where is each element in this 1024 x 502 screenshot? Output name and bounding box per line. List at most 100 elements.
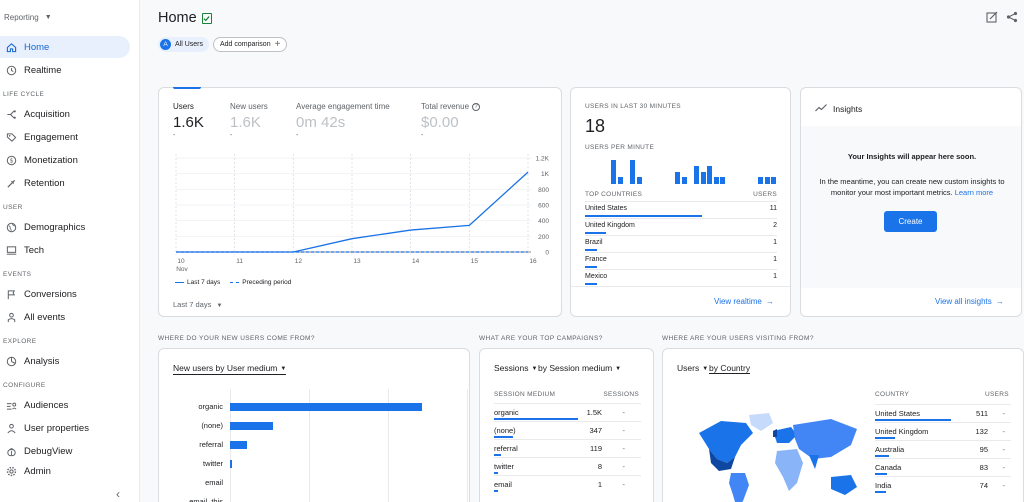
user-properties-icon: [5, 422, 17, 434]
sessions-dropdown[interactable]: Sessions ▼: [494, 363, 537, 373]
help-icon[interactable]: ?: [472, 103, 481, 111]
country-name: United Kingdom: [875, 427, 929, 436]
avatar: A: [160, 39, 171, 50]
table-row[interactable]: India 74 -: [875, 476, 1011, 494]
table-row[interactable]: twitter 8 -: [494, 457, 641, 475]
table-row[interactable]: United States 511 -: [875, 404, 1011, 422]
share-icon[interactable]: [1006, 11, 1018, 26]
table-row[interactable]: United Kingdom 132 -: [875, 422, 1011, 440]
table-row[interactable]: email 1 -: [494, 475, 641, 493]
users-dropdown[interactable]: Users ▼: [677, 363, 708, 373]
table-row[interactable]: United States 11: [585, 201, 777, 218]
dropdown-label: Sessions: [494, 363, 529, 373]
sidebar-item-label: Tech: [24, 244, 45, 256]
country-users: 11: [769, 205, 777, 212]
minute-bar: [719, 177, 726, 184]
bar[interactable]: [230, 422, 274, 430]
view-all-insights-link[interactable]: View all insights →: [935, 297, 1004, 306]
bar[interactable]: [230, 460, 232, 468]
table-row[interactable]: Australia 95 -: [875, 440, 1011, 458]
sidebar-item-label: Analysis: [24, 355, 60, 367]
country-users: 1: [773, 239, 777, 246]
sidebar-item-tech[interactable]: Tech: [0, 239, 130, 261]
realtime-title: USERS IN LAST 30 MINUTES: [585, 103, 681, 110]
page-title-text: Home: [158, 10, 197, 26]
table-row[interactable]: referral 119 -: [494, 439, 641, 457]
minute-bar: [700, 172, 706, 184]
date-range-dropdown[interactable]: Last 7 days ▼: [173, 300, 222, 309]
sidebar-item-debugview[interactable]: DebugView: [0, 440, 130, 462]
customize-report-icon[interactable]: [986, 11, 998, 26]
realtime-count: 18: [585, 116, 606, 136]
all-users-chip[interactable]: A All Users: [158, 37, 210, 52]
property-selector[interactable]: Reporting ▼: [4, 13, 52, 22]
collapse-sidebar-button[interactable]: ‹: [116, 487, 120, 501]
sidebar-item-user-properties[interactable]: User properties: [0, 417, 130, 439]
bar-label: email_this: [189, 497, 223, 502]
row-bar: [585, 283, 597, 285]
table-row[interactable]: Mexico 1: [585, 269, 777, 286]
sidebar-item-demographics[interactable]: Demographics: [0, 216, 130, 238]
row-bar: [585, 232, 607, 234]
delta: -: [1002, 445, 1006, 454]
country-users: 1: [773, 273, 777, 280]
create-insight-button[interactable]: Create: [884, 211, 937, 232]
delta: -: [1002, 427, 1006, 436]
y-tick-label: 1K: [541, 171, 550, 178]
country-dropdown[interactable]: by Country: [709, 363, 751, 374]
table-row[interactable]: United Kingdom 2: [585, 218, 777, 235]
country-users: 132: [975, 427, 988, 436]
metric-delta: -: [230, 132, 233, 139]
metric-total-revenue[interactable]: Total revenue? $0.00 -: [421, 102, 481, 139]
metric-users[interactable]: Users 1.6K -: [173, 102, 204, 139]
sidebar-item-engagement[interactable]: Engagement: [0, 126, 130, 148]
countries-card: Users ▼ by Country COUNTRY USERS United S…: [662, 348, 1024, 502]
add-comparison-button[interactable]: Add comparison +: [213, 37, 288, 52]
sidebar-item-monetization[interactable]: $ Monetization: [0, 149, 130, 171]
metric-delta: -: [296, 132, 299, 139]
sidebar-item-label: Demographics: [24, 221, 86, 233]
col-users: USERS: [753, 191, 777, 198]
bar[interactable]: [230, 403, 422, 411]
realtime-card: USERS IN LAST 30 MINUTES 18 USERS PER MI…: [570, 87, 791, 317]
dropdown-label: by Session medium: [538, 363, 613, 373]
sidebar-item-analysis[interactable]: Analysis: [0, 350, 130, 372]
sidebar-item-admin[interactable]: Admin: [0, 460, 130, 482]
map-asia: [793, 419, 857, 459]
metric-new-users[interactable]: New users 1.6K -: [230, 102, 268, 139]
realtime-table-header: TOP COUNTRIES USERS: [585, 191, 777, 198]
sidebar-item-all-events[interactable]: All events: [0, 306, 130, 328]
country-name: France: [585, 256, 607, 263]
table-row[interactable]: Brazil 1: [585, 235, 777, 252]
metric-engagement-time[interactable]: Average engagement time 0m 42s -: [296, 102, 390, 139]
sidebar-item-audiences[interactable]: Audiences: [0, 394, 130, 416]
learn-more-link[interactable]: Learn more: [954, 188, 994, 197]
sidebar-item-acquisition[interactable]: Acquisition: [0, 103, 130, 125]
bar-label: (none): [201, 421, 223, 430]
bar-label: twitter: [202, 459, 223, 468]
sidebar-item-label: User properties: [24, 422, 89, 434]
events-icon: [5, 311, 17, 323]
check-icon[interactable]: [201, 12, 212, 24]
caret-down-icon: ▼: [216, 303, 223, 309]
table-row[interactable]: France 1: [585, 252, 777, 269]
row-bar: [875, 437, 895, 439]
sidebar-item-home[interactable]: Home: [0, 36, 130, 58]
sidebar-item-realtime[interactable]: Realtime: [0, 59, 130, 81]
sidebar-item-retention[interactable]: Retention: [0, 172, 130, 194]
metric-delta: -: [421, 132, 424, 139]
sidebar-item-conversions[interactable]: Conversions: [0, 283, 130, 305]
tech-icon: [5, 244, 17, 256]
table-row[interactable]: Canada 83 -: [875, 458, 1011, 476]
country-name: Australia: [875, 445, 905, 454]
table-row[interactable]: organic 1.5K -: [494, 403, 641, 421]
view-realtime-link[interactable]: View realtime →: [714, 297, 774, 306]
country-users: 2: [773, 222, 777, 229]
country-users: 83: [979, 463, 988, 472]
table-row[interactable]: (none) 347 -: [494, 421, 641, 439]
monetization-icon: $: [5, 154, 17, 166]
session-medium-dropdown[interactable]: by Session medium ▼: [538, 363, 621, 373]
new-users-dropdown[interactable]: New users by User medium ▼: [173, 363, 287, 375]
col-country: TOP COUNTRIES: [585, 191, 643, 198]
bar[interactable]: [230, 441, 247, 449]
